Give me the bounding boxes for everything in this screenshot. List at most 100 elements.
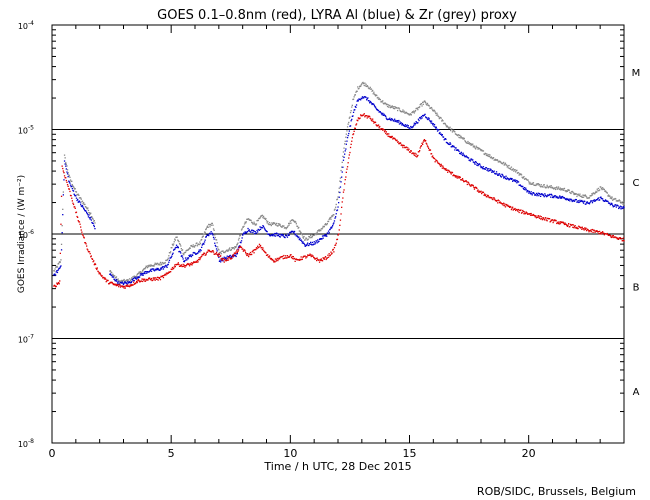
- data-point: [156, 262, 159, 264]
- data-point: [473, 161, 475, 163]
- data-point: [138, 271, 140, 273]
- data-point: [551, 219, 554, 221]
- data-point: [69, 176, 71, 178]
- data-point: [352, 133, 355, 135]
- data-point: [206, 225, 209, 227]
- data-point: [502, 175, 504, 177]
- flare-class-label: C: [633, 178, 640, 189]
- data-point: [79, 223, 81, 225]
- data-point: [300, 256, 302, 258]
- data-point: [338, 233, 340, 235]
- data-point: [334, 208, 336, 210]
- data-point: [619, 200, 621, 202]
- data-point: [255, 247, 258, 249]
- data-point: [198, 257, 200, 259]
- data-point: [475, 161, 477, 164]
- data-point: [449, 171, 451, 173]
- data-point: [432, 110, 434, 112]
- data-point: [319, 258, 321, 261]
- data-point: [311, 235, 314, 237]
- data-point: [105, 278, 107, 280]
- data-point: [165, 274, 167, 276]
- data-point: [513, 170, 515, 172]
- data-point: [81, 233, 84, 235]
- data-point: [99, 272, 101, 274]
- data-point: [233, 248, 235, 250]
- data-point: [301, 242, 303, 244]
- data-point: [162, 266, 164, 268]
- data-point: [557, 186, 560, 188]
- data-point: [479, 149, 482, 151]
- data-point: [355, 124, 357, 126]
- data-point: [431, 156, 433, 158]
- data-point: [571, 224, 573, 226]
- data-point: [56, 283, 59, 285]
- data-point: [159, 279, 162, 281]
- data-point: [418, 119, 420, 122]
- data-point: [284, 257, 286, 259]
- data-point: [591, 194, 594, 196]
- data-point: [399, 110, 401, 112]
- data-point: [221, 259, 224, 261]
- data-point: [315, 232, 317, 235]
- data-point: [302, 241, 304, 243]
- data-point: [101, 275, 103, 277]
- data-point: [273, 233, 275, 235]
- data-point: [203, 252, 206, 254]
- data-point: [377, 96, 379, 99]
- data-point: [418, 106, 420, 109]
- data-point: [295, 221, 297, 223]
- data-point: [473, 162, 476, 164]
- data-point: [250, 231, 252, 233]
- data-point: [339, 219, 342, 221]
- data-point: [355, 104, 358, 106]
- data-point: [597, 197, 600, 199]
- data-point: [447, 126, 449, 129]
- data-point: [353, 96, 355, 98]
- data-point: [288, 234, 290, 236]
- data-point: [324, 235, 327, 237]
- data-point: [90, 212, 92, 214]
- data-point: [410, 125, 412, 128]
- data-point: [331, 252, 333, 254]
- axis-ticks: [51, 24, 625, 444]
- data-point: [61, 165, 63, 167]
- data-point: [339, 224, 341, 226]
- data-point: [271, 258, 274, 261]
- data-point: [179, 243, 181, 246]
- data-point: [529, 213, 531, 215]
- data-point: [426, 117, 428, 119]
- data-point: [422, 141, 424, 143]
- data-point: [171, 243, 174, 245]
- data-point: [215, 239, 218, 241]
- data-point: [329, 254, 331, 256]
- data-point: [308, 244, 310, 247]
- y-tick-labels: 10-410-510-610-710-8: [18, 20, 34, 449]
- data-point: [122, 282, 124, 285]
- data-point: [135, 276, 137, 279]
- data-point: [60, 259, 62, 261]
- data-point: [529, 193, 532, 195]
- data-point: [340, 181, 342, 183]
- data-point: [398, 142, 401, 145]
- flare-class-label: A: [633, 387, 640, 398]
- data-point: [139, 276, 141, 278]
- data-point: [197, 252, 199, 254]
- data-point: [233, 247, 235, 249]
- data-point: [67, 185, 69, 187]
- data-point: [331, 226, 333, 228]
- data-point: [621, 206, 623, 208]
- data-point: [78, 200, 81, 202]
- data-point: [346, 137, 349, 139]
- data-point: [274, 232, 276, 235]
- data-point: [316, 231, 318, 233]
- data-point: [266, 222, 268, 224]
- data-point: [417, 122, 419, 124]
- data-point: [563, 222, 565, 224]
- data-point: [435, 126, 437, 128]
- data-point: [245, 222, 247, 224]
- data-point: [336, 209, 339, 211]
- data-point: [315, 257, 317, 260]
- data-point: [468, 183, 470, 185]
- data-point: [282, 258, 284, 260]
